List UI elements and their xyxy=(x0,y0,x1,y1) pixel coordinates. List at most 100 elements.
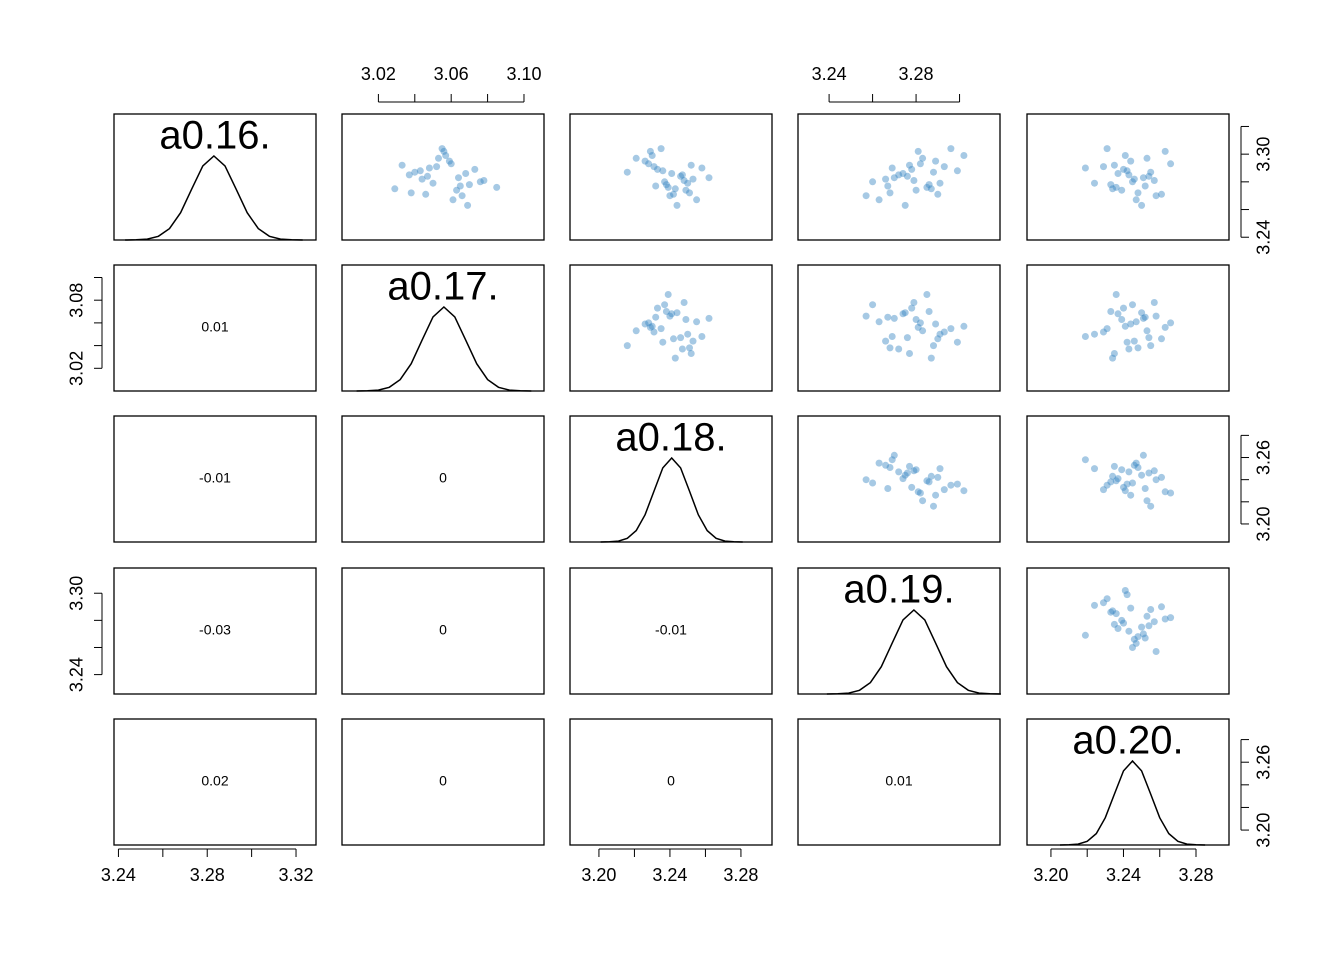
scatter-point xyxy=(1132,459,1140,467)
scatter-point xyxy=(1118,466,1126,474)
scatter-point xyxy=(1143,154,1151,162)
scatter-point xyxy=(429,179,437,187)
scatter-point xyxy=(705,174,713,182)
scatter-point xyxy=(1081,164,1089,172)
scatter-point xyxy=(1103,325,1111,333)
scatter-point xyxy=(1103,595,1111,603)
tick-label: 3.20 xyxy=(1033,865,1068,885)
tick-label: 3.24 xyxy=(67,657,87,692)
scatter-point xyxy=(1152,476,1160,484)
scatter-point xyxy=(1091,601,1098,609)
scatter-point xyxy=(1143,327,1151,335)
scatter-point xyxy=(456,182,464,190)
scatter-point xyxy=(1158,473,1165,481)
scatter-point xyxy=(1100,486,1107,494)
scatter-point xyxy=(1147,502,1155,510)
scatter-point xyxy=(940,328,948,336)
scatter-point xyxy=(646,147,654,155)
panel-frame xyxy=(569,567,773,695)
scatter-point xyxy=(1141,634,1149,642)
scatter-point xyxy=(1143,497,1151,505)
scatter-point xyxy=(1120,483,1127,491)
panel-frame xyxy=(797,415,1001,543)
scatter-point xyxy=(886,189,894,197)
scatter-point xyxy=(645,319,653,327)
scatter-point xyxy=(1132,196,1140,204)
scatter-point xyxy=(934,335,942,343)
panel-frame xyxy=(341,264,545,392)
scatter-point xyxy=(875,459,883,467)
scatter-point xyxy=(464,201,472,209)
scatter-point xyxy=(1167,489,1175,497)
scatter-point xyxy=(445,157,453,165)
scatter-point xyxy=(1145,172,1153,180)
scatter-point xyxy=(648,322,656,330)
scatter-point xyxy=(1139,314,1147,322)
tick-label: 3.24 xyxy=(1254,220,1274,255)
scatter-point xyxy=(936,179,944,187)
scatter-point xyxy=(391,185,399,193)
scatter-point xyxy=(953,480,961,488)
scatter-point xyxy=(465,181,473,189)
scatter-point xyxy=(1138,201,1146,209)
panel-frame xyxy=(1026,718,1230,846)
panel-frame xyxy=(797,567,1001,695)
panel-frame xyxy=(113,113,317,241)
scatter-point xyxy=(916,160,924,168)
scatter-point xyxy=(1138,309,1146,317)
scatter-point xyxy=(480,177,488,184)
correlation-label: 0.01 xyxy=(201,319,228,335)
scatter-point xyxy=(1120,619,1127,627)
scatter-point xyxy=(888,456,896,464)
scatter-point xyxy=(1110,462,1118,470)
panel-frame xyxy=(1026,264,1230,392)
scatter-point xyxy=(411,168,419,176)
scatter-point xyxy=(1112,477,1120,485)
tick-label: 3.26 xyxy=(1254,440,1274,475)
scatter-point xyxy=(890,451,898,459)
scatter-point xyxy=(930,342,937,350)
density-line xyxy=(1059,759,1206,846)
scatter-point xyxy=(418,175,426,183)
scatter-point xyxy=(908,483,916,491)
scatter-point xyxy=(1129,301,1136,309)
scatter-point xyxy=(666,312,674,320)
panel-frame xyxy=(569,718,773,846)
scatter-point xyxy=(632,154,640,162)
tick-label: 3.30 xyxy=(1254,137,1274,172)
scatter-point xyxy=(1103,481,1111,489)
variable-label: a0.20. xyxy=(1072,719,1183,763)
scatter-point xyxy=(1167,319,1175,327)
scatter-point xyxy=(903,334,911,342)
scatter-point xyxy=(1112,291,1120,298)
scatter-point xyxy=(698,333,706,340)
scatter-point xyxy=(1158,603,1165,611)
scatter-point xyxy=(1158,335,1165,343)
scatter-point xyxy=(398,161,406,169)
scatter-point xyxy=(1125,468,1133,476)
scatter-point xyxy=(1114,625,1122,632)
tick-label: 3.26 xyxy=(1254,745,1274,780)
tick-label: 3.06 xyxy=(434,64,469,84)
scatter-point xyxy=(1109,607,1117,615)
tick-label: 3.24 xyxy=(101,865,136,885)
scatter-point xyxy=(1134,189,1142,197)
scatter-point xyxy=(1107,608,1115,616)
scatter-point xyxy=(424,172,431,180)
scatter-point xyxy=(1110,161,1118,169)
scatter-point xyxy=(686,344,693,352)
scatter-point xyxy=(869,301,877,309)
scatter-point xyxy=(650,328,658,336)
scatter-point xyxy=(934,473,942,481)
scatter-point xyxy=(1139,630,1147,638)
scatter-point xyxy=(623,168,631,176)
scatter-point xyxy=(1114,310,1122,318)
tick-label: 3.02 xyxy=(361,64,396,84)
scatter-point xyxy=(923,477,931,485)
scatter-point xyxy=(1081,456,1089,464)
scatter-point xyxy=(670,335,677,343)
scatter-point xyxy=(442,152,450,159)
scatter-point xyxy=(1161,323,1169,331)
scatter-point xyxy=(1127,157,1135,165)
